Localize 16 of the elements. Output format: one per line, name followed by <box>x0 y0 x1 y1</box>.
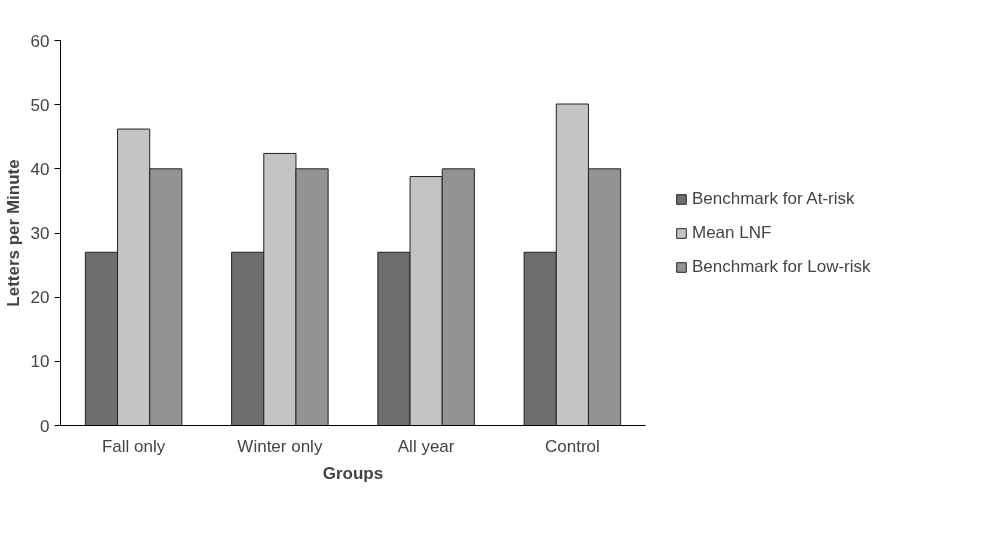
legend-label: Benchmark for Low-risk <box>692 256 871 277</box>
y-tick-label: 60 <box>30 31 50 51</box>
legend-label: Mean LNF <box>692 222 772 243</box>
x-tick-label: Control <box>544 436 600 456</box>
x-tick-label: Winter only <box>237 436 323 456</box>
y-tick-label: 0 <box>40 416 50 436</box>
legend-label: Benchmark for At-risk <box>692 188 855 209</box>
x-axis-title: Groups <box>322 463 384 483</box>
y-axis-title: Letters per Minute <box>3 159 23 307</box>
x-tick-label: All year <box>397 436 455 456</box>
y-tick-label: 20 <box>30 288 50 308</box>
y-tick-label: 50 <box>30 95 50 115</box>
x-tick-label: Fall only <box>101 436 166 456</box>
y-tick-label: 30 <box>30 224 50 243</box>
y-tick-label: 40 <box>30 159 50 179</box>
y-tick-label: 10 <box>30 352 50 372</box>
